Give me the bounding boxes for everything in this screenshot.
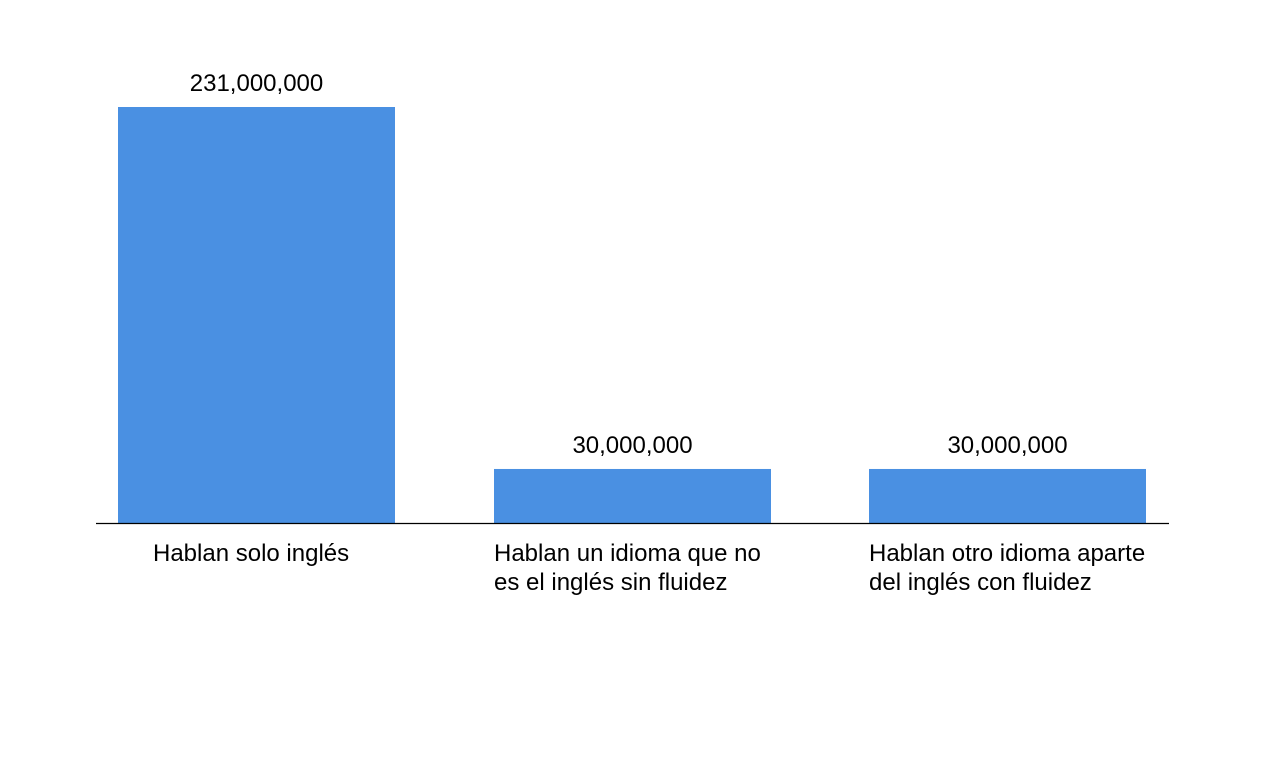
- value-label-3: 30,000,000: [947, 432, 1067, 459]
- bar-2: [494, 468, 771, 523]
- category-label-1-line-1: Hablan solo inglés: [153, 540, 349, 567]
- category-labels-group: Hablan solo inglés Hablan un idioma que n…: [153, 540, 1145, 596]
- value-label-2: 30,000,000: [572, 432, 692, 459]
- value-label-1: 231,000,000: [190, 70, 323, 97]
- value-labels-group: 231,000,000 30,000,000 30,000,000: [190, 70, 1068, 459]
- category-label-3-line-1: Hablan otro idioma aparte: [869, 540, 1145, 567]
- category-label-2-line-2: es el inglés sin fluidez: [494, 569, 727, 596]
- bars-group: [118, 107, 1146, 523]
- category-label-3-line-2: del inglés con fluidez: [869, 569, 1092, 596]
- bar-3: [869, 468, 1146, 523]
- category-label-2-line-1: Hablan un idioma que no: [494, 540, 761, 567]
- bar-1: [118, 107, 395, 523]
